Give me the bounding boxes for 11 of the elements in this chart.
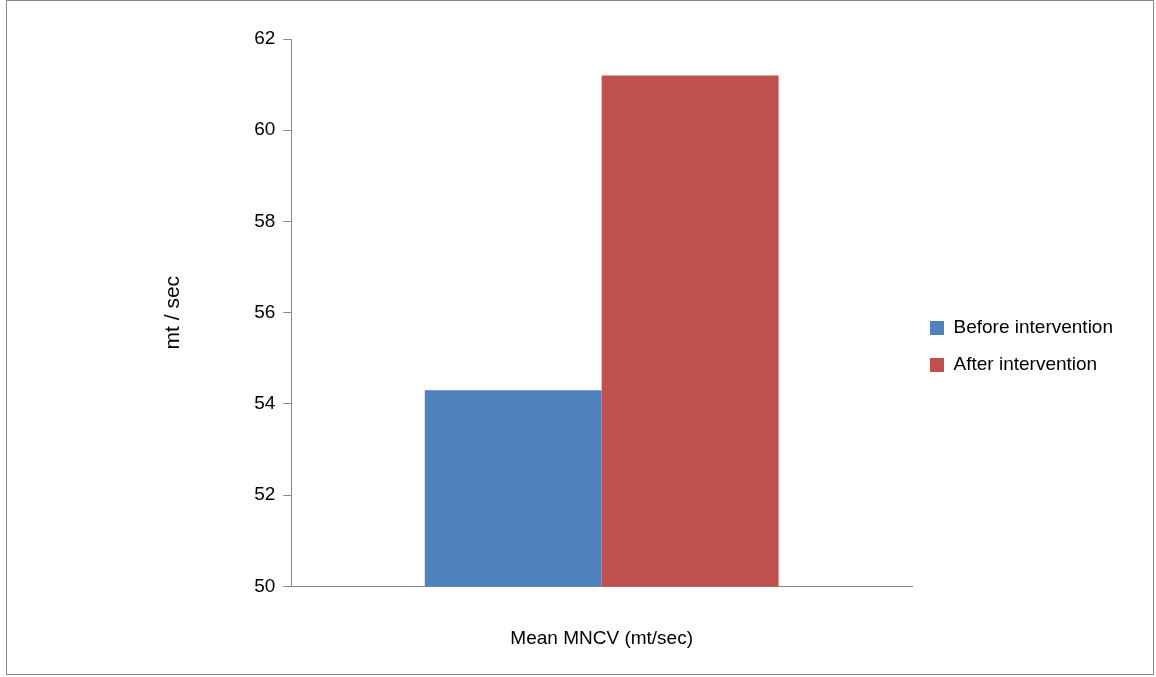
y-tick-label: 50 xyxy=(254,574,276,596)
y-tick-label: 54 xyxy=(254,392,276,414)
y-tick-label: 58 xyxy=(254,209,276,231)
legend-label: Before intervention xyxy=(953,316,1114,338)
y-tick-label: 52 xyxy=(254,483,276,505)
legend-label: After intervention xyxy=(953,353,1098,375)
y-tick-label: 62 xyxy=(254,27,276,49)
y-axis-title: mt / sec xyxy=(160,275,184,350)
y-tick-label: 56 xyxy=(254,300,276,322)
y-tick-label: 60 xyxy=(254,118,276,140)
x-axis-title: Mean MNCV (mt/sec) xyxy=(510,626,693,648)
